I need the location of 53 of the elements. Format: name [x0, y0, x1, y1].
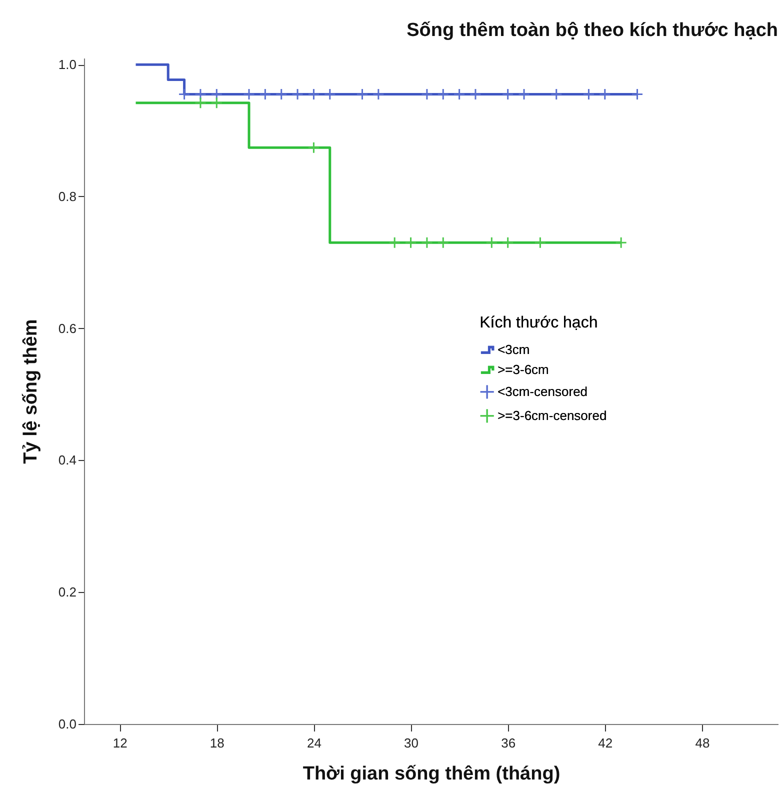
point — [372, 88, 384, 100]
x-tick-label: 18 — [210, 736, 224, 750]
point — [582, 88, 595, 100]
point — [550, 88, 562, 100]
point — [534, 236, 546, 249]
point — [404, 236, 417, 249]
point — [324, 88, 336, 100]
y-tick-label: 0.2 — [58, 584, 76, 600]
point — [486, 236, 498, 249]
point — [292, 88, 304, 100]
legend-label: <3cm — [498, 342, 530, 357]
x-tick-label: 48 — [695, 736, 710, 750]
point — [308, 88, 320, 100]
point — [210, 96, 223, 109]
x-tick-label: 36 — [501, 736, 516, 750]
y-tick-label: 0.0 — [58, 716, 76, 732]
x-tick-label: 30 — [404, 736, 419, 750]
point — [194, 88, 206, 100]
point — [420, 236, 433, 249]
y-tick-label: 0.8 — [58, 188, 76, 204]
x-tick-label: 12 — [112, 736, 128, 750]
point — [194, 96, 206, 109]
point — [631, 88, 644, 100]
y-tick-label: 0.6 — [58, 320, 76, 336]
legend-label: >=3-6cm-censored — [498, 408, 607, 423]
x-axis-title: Thời gian sống thêm (tháng) — [302, 764, 560, 784]
point — [502, 236, 514, 249]
point — [469, 88, 482, 100]
point — [243, 88, 255, 100]
y-axis-title: Tỷ lệ sống thêm — [20, 319, 42, 464]
point — [420, 88, 433, 100]
legend-label: <3cm-censored — [498, 384, 588, 399]
point — [615, 236, 628, 249]
legend-label: >=3-6cm — [498, 362, 549, 377]
point — [437, 88, 450, 100]
point — [502, 88, 514, 100]
x-tick-label: 24 — [306, 736, 322, 750]
chart-title: Sống thêm toàn bộ theo kích thước hạch — [406, 20, 778, 41]
point — [210, 88, 223, 100]
point — [453, 88, 466, 100]
point — [388, 236, 401, 249]
point — [308, 142, 320, 154]
point — [178, 88, 190, 100]
point — [356, 88, 368, 100]
point — [275, 88, 288, 100]
legend-title: Kích thước hạch — [480, 314, 598, 332]
y-tick-label: 0.4 — [58, 452, 76, 468]
y-tick-label: 1.0 — [58, 57, 76, 72]
x-tick-label: 42 — [598, 736, 613, 750]
point — [259, 88, 272, 100]
point — [437, 236, 450, 249]
point — [518, 88, 530, 100]
point — [598, 88, 611, 100]
